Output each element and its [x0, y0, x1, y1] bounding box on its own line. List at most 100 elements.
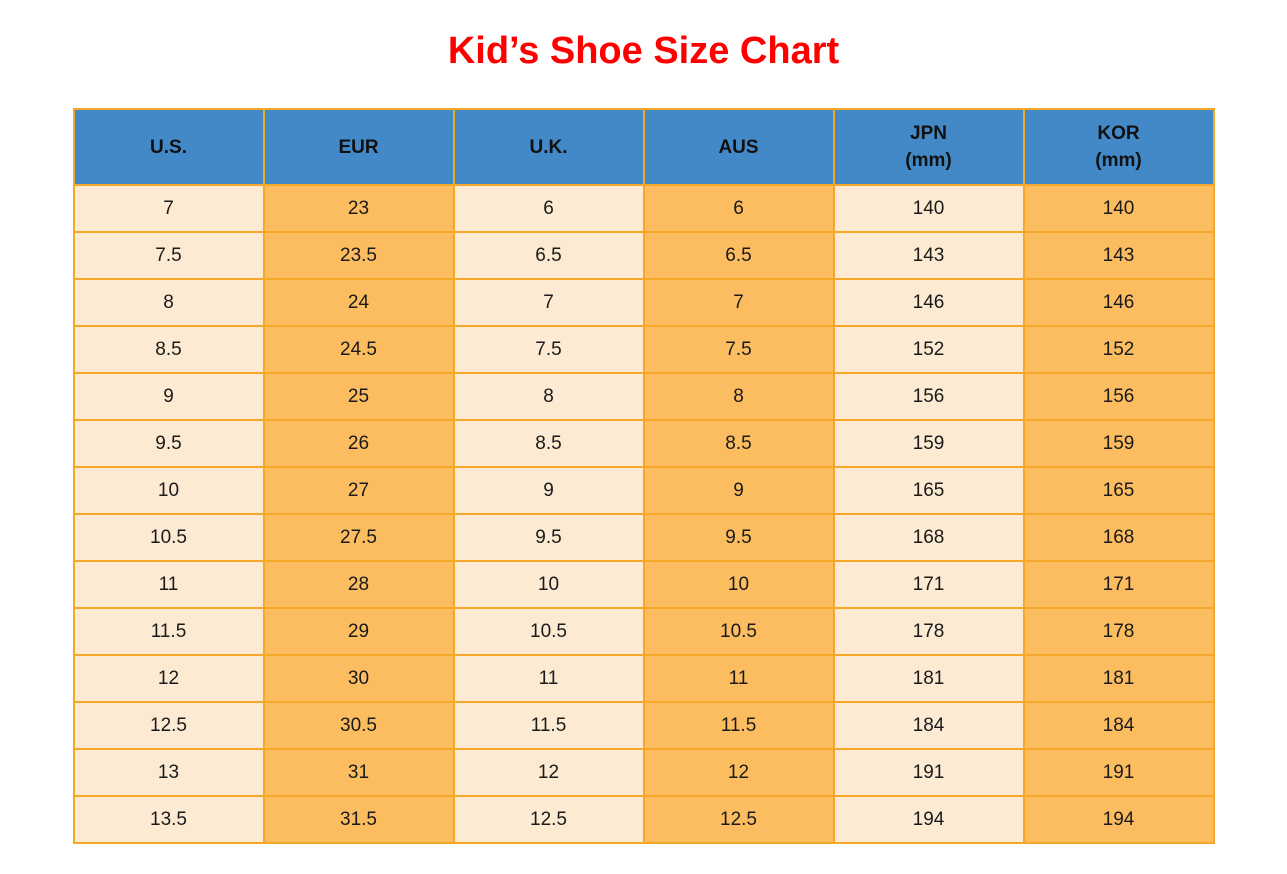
table-cell: 8.5 [72, 325, 265, 374]
table-cell: 13 [72, 748, 265, 797]
table-cell: 143 [832, 231, 1025, 280]
table-cell: 12.5 [642, 795, 835, 844]
table-cell: 9 [642, 466, 835, 515]
table-cell: 9 [452, 466, 645, 515]
table-cell: 156 [832, 372, 1025, 421]
table-cell: 30 [262, 654, 455, 703]
table-row: 8.5 24.5 7.5 7.5 152 152 [72, 325, 1215, 374]
column-header-label: KOR [1097, 123, 1140, 144]
table-row: 7 23 6 6 140 140 [72, 184, 1215, 233]
column-header-label: U.S. [150, 136, 187, 158]
table-cell: 24 [262, 278, 455, 327]
column-header-uk: U.K. [452, 108, 645, 186]
table-cell: 9.5 [452, 513, 645, 562]
table-cell: 8 [72, 278, 265, 327]
table-cell: 191 [1022, 748, 1215, 797]
table-cell: 9.5 [72, 419, 265, 468]
table-cell: 31.5 [262, 795, 455, 844]
table-cell: 10.5 [642, 607, 835, 656]
table-row: 11.5 29 10.5 10.5 178 178 [72, 607, 1215, 656]
table-cell: 7 [642, 278, 835, 327]
table-cell: 159 [832, 419, 1025, 468]
table-cell: 10 [642, 560, 835, 609]
table-cell: 27.5 [262, 513, 455, 562]
table-cell: 11.5 [452, 701, 645, 750]
table-cell: 152 [1022, 325, 1215, 374]
table-cell: 171 [1022, 560, 1215, 609]
table-cell: 30.5 [262, 701, 455, 750]
table-row: 13 31 12 12 191 191 [72, 748, 1215, 797]
table-cell: 165 [832, 466, 1025, 515]
table-cell: 7.5 [642, 325, 835, 374]
column-header-label: AUS [718, 136, 759, 158]
table-cell: 8.5 [642, 419, 835, 468]
table-cell: 184 [1022, 701, 1215, 750]
table-row: 9 25 8 8 156 156 [72, 372, 1215, 421]
table-cell: 27 [262, 466, 455, 515]
table-cell: 8 [452, 372, 645, 421]
table-cell: 168 [1022, 513, 1215, 562]
table-cell: 24.5 [262, 325, 455, 374]
table-cell: 10 [72, 466, 265, 515]
table-header: U.S. EUR U.K. AUS JPN (mm) KOR (mm) [72, 108, 1215, 186]
header-row: U.S. EUR U.K. AUS JPN (mm) KOR (mm) [72, 108, 1215, 186]
table-cell: 156 [1022, 372, 1215, 421]
column-header-label: JPN [910, 123, 947, 144]
table-cell: 140 [832, 184, 1025, 233]
table-cell: 10.5 [72, 513, 265, 562]
table-cell: 9 [72, 372, 265, 421]
table-cell: 7.5 [452, 325, 645, 374]
table-row: 7.5 23.5 6.5 6.5 143 143 [72, 231, 1215, 280]
column-header-aus: AUS [642, 108, 835, 186]
table-cell: 12 [452, 748, 645, 797]
table-cell: 11 [452, 654, 645, 703]
table-cell: 7 [452, 278, 645, 327]
table-cell: 168 [832, 513, 1025, 562]
column-header-jpn: JPN (mm) [832, 108, 1025, 186]
column-header-eur: EUR [262, 108, 455, 186]
table-cell: 11.5 [72, 607, 265, 656]
table-cell: 6.5 [452, 231, 645, 280]
table-cell: 8.5 [452, 419, 645, 468]
table-cell: 194 [832, 795, 1025, 844]
table-row: 8 24 7 7 146 146 [72, 278, 1215, 327]
table-cell: 181 [1022, 654, 1215, 703]
table-cell: 159 [1022, 419, 1215, 468]
table-body: 7 23 6 6 140 140 7.5 23.5 6.5 6.5 143 143 8 24 7 7 146 14… [72, 184, 1215, 844]
column-header-label: U.K. [529, 136, 568, 158]
column-header-kor: KOR (mm) [1022, 108, 1215, 186]
table-cell: 25 [262, 372, 455, 421]
table-row: 12.5 30.5 11.5 11.5 184 184 [72, 701, 1215, 750]
table-cell: 140 [1022, 184, 1215, 233]
column-header-us: U.S. [72, 108, 265, 186]
table-cell: 7 [72, 184, 265, 233]
table-row: 10 27 9 9 165 165 [72, 466, 1215, 515]
table-cell: 191 [832, 748, 1025, 797]
table-cell: 12 [642, 748, 835, 797]
table-cell: 178 [832, 607, 1025, 656]
table-cell: 29 [262, 607, 455, 656]
table-cell: 194 [1022, 795, 1215, 844]
table-cell: 181 [832, 654, 1025, 703]
table-cell: 31 [262, 748, 455, 797]
table-cell: 178 [1022, 607, 1215, 656]
table-cell: 6.5 [642, 231, 835, 280]
table-cell: 11 [642, 654, 835, 703]
table-cell: 9.5 [642, 513, 835, 562]
table-cell: 143 [1022, 231, 1215, 280]
table-row: 9.5 26 8.5 8.5 159 159 [72, 419, 1215, 468]
table-cell: 146 [832, 278, 1025, 327]
table-cell: 171 [832, 560, 1025, 609]
table-cell: 26 [262, 419, 455, 468]
column-header-sublabel: (mm) [905, 150, 952, 171]
shoe-size-table: U.S. EUR U.K. AUS JPN (mm) KOR (mm) 7 23 6 6 140 140… [72, 108, 1215, 844]
table-row: 12 30 11 11 181 181 [72, 654, 1215, 703]
table-cell: 10.5 [452, 607, 645, 656]
table-cell: 10 [452, 560, 645, 609]
column-header-sublabel: (mm) [1095, 150, 1142, 171]
table-cell: 146 [1022, 278, 1215, 327]
table-row: 13.5 31.5 12.5 12.5 194 194 [72, 795, 1215, 844]
table-cell: 12.5 [72, 701, 265, 750]
table-cell: 13.5 [72, 795, 265, 844]
